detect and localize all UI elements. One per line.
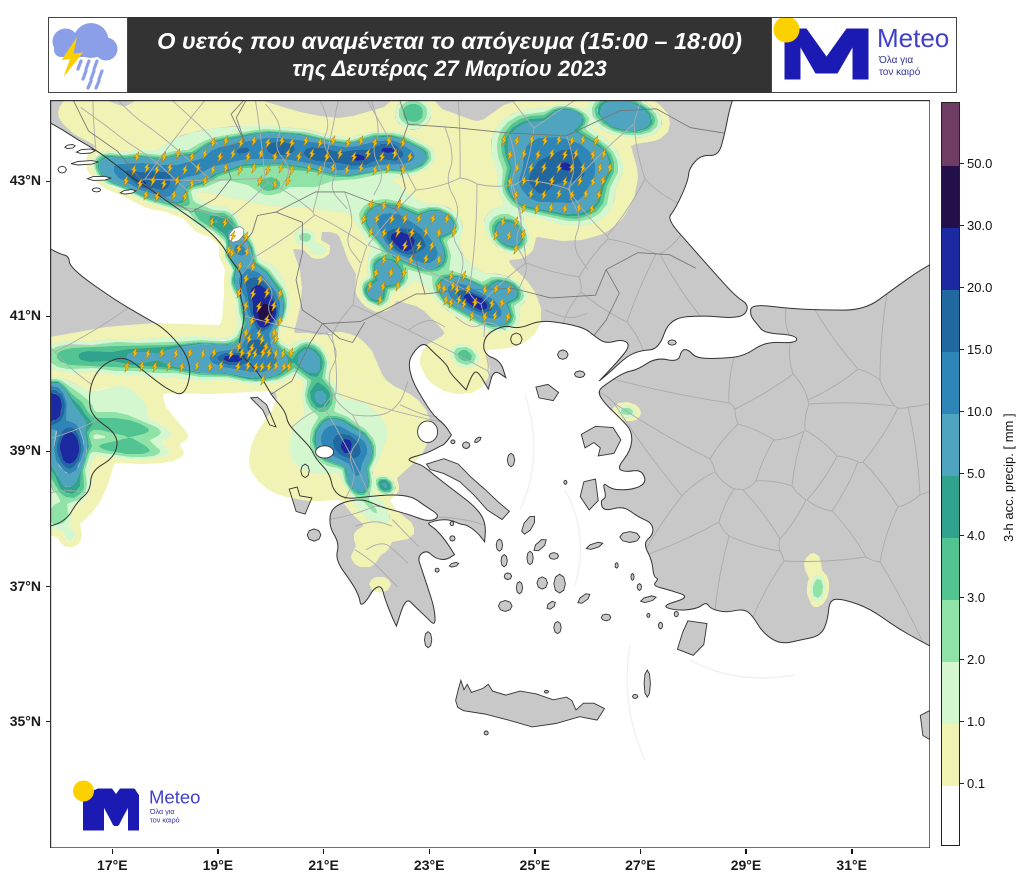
svg-text:Meteo: Meteo xyxy=(149,786,200,807)
svg-text:Όλα για: Όλα για xyxy=(149,807,175,816)
svg-text:τον καιρό: τον καιρό xyxy=(879,66,921,78)
svg-text:Όλα για: Όλα για xyxy=(878,55,913,66)
svg-text:τον καιρό: τον καιρό xyxy=(150,815,180,824)
svg-text:Meteo: Meteo xyxy=(877,23,949,53)
